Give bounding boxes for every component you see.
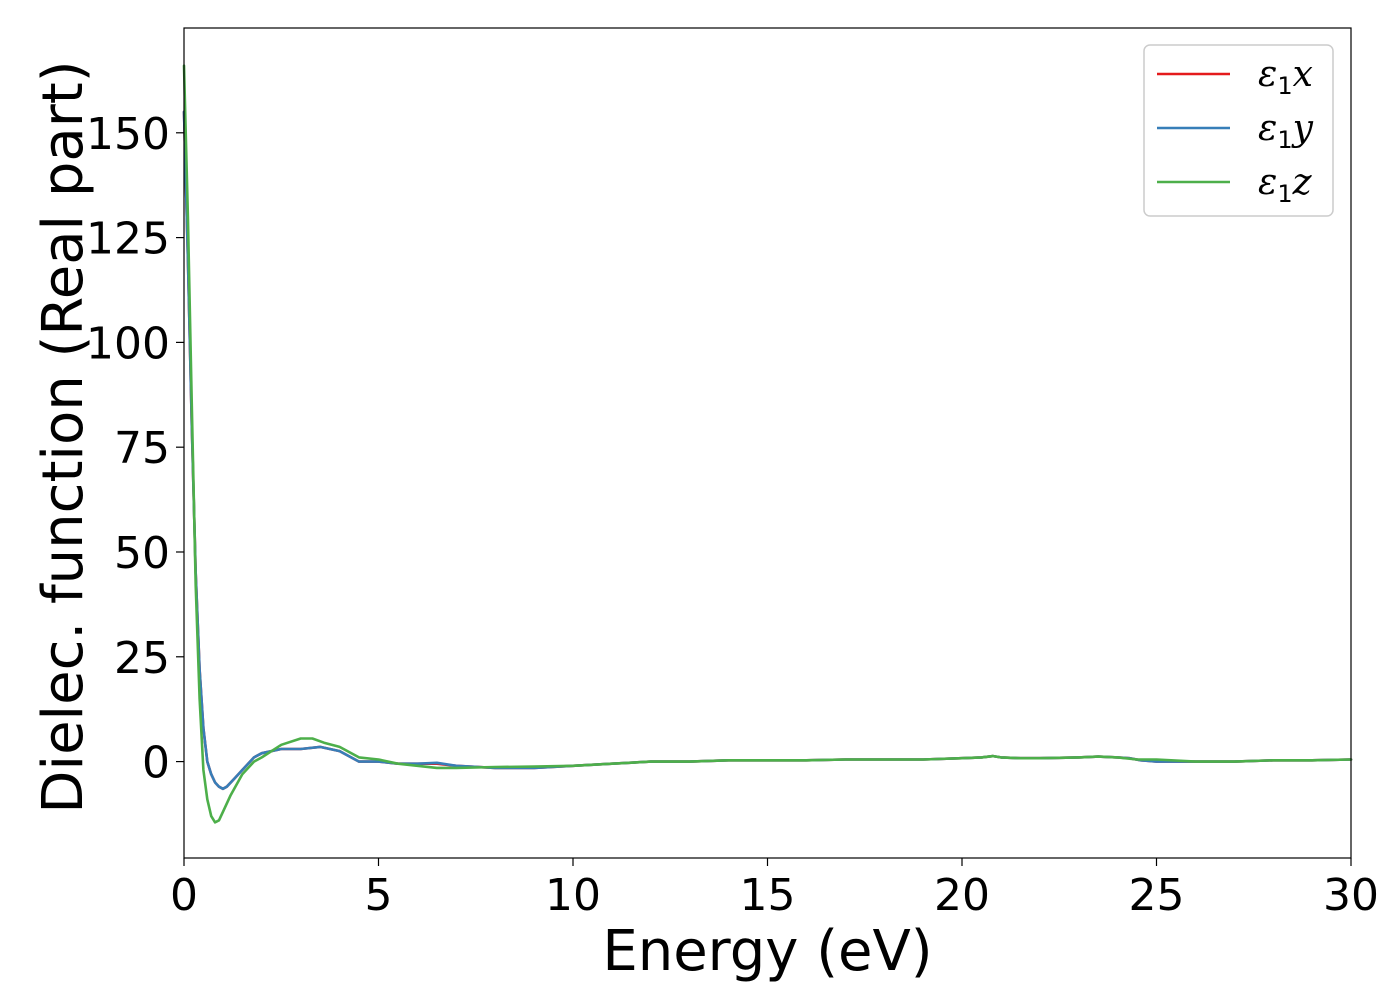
y-axis-ticks: 0 25 50 75 100 125 150: [86, 109, 184, 789]
plot-lines: [182, 64, 1353, 824]
y-tick-label: 25: [114, 633, 170, 684]
legend-subscript: 1: [1277, 126, 1292, 154]
y-tick-label: 50: [114, 528, 170, 579]
x-tick-label: 0: [170, 870, 198, 921]
x-tick-label: 30: [1323, 870, 1379, 921]
x-tick-label: 20: [934, 870, 990, 921]
legend-symbol: ε: [1258, 108, 1277, 149]
x-tick-label: 5: [365, 870, 393, 921]
legend-axis: z: [1292, 162, 1313, 203]
y-tick-label: 0: [142, 738, 170, 789]
x-tick-label: 25: [1129, 870, 1185, 921]
legend-subscript: 1: [1277, 72, 1292, 100]
y-axis-label: Dielec. function (Real part): [31, 60, 96, 813]
legend-symbol: ε: [1258, 54, 1277, 95]
legend-label-z: ε1z: [1258, 162, 1313, 208]
y-tick-label: 125: [86, 214, 170, 265]
series-line-z: [182, 64, 1353, 824]
y-tick-label: 75: [114, 423, 170, 474]
legend-symbol: ε: [1258, 162, 1277, 203]
legend-subscript: 1: [1277, 180, 1292, 208]
legend-axis: x: [1293, 54, 1313, 95]
x-tick-label: 15: [740, 870, 796, 921]
y-tick-label: 100: [86, 318, 170, 369]
legend-label-y: ε1y: [1258, 108, 1314, 154]
x-tick-label: 10: [545, 870, 601, 921]
legend-box: [1143, 44, 1334, 217]
legend-label-x: ε1x: [1258, 54, 1313, 100]
x-axis-ticks: 0 5 10 15 20 25 30: [170, 858, 1379, 921]
legend-axis: y: [1291, 108, 1314, 149]
y-tick-label: 150: [86, 109, 170, 160]
x-axis-label: Energy (eV): [602, 919, 932, 984]
